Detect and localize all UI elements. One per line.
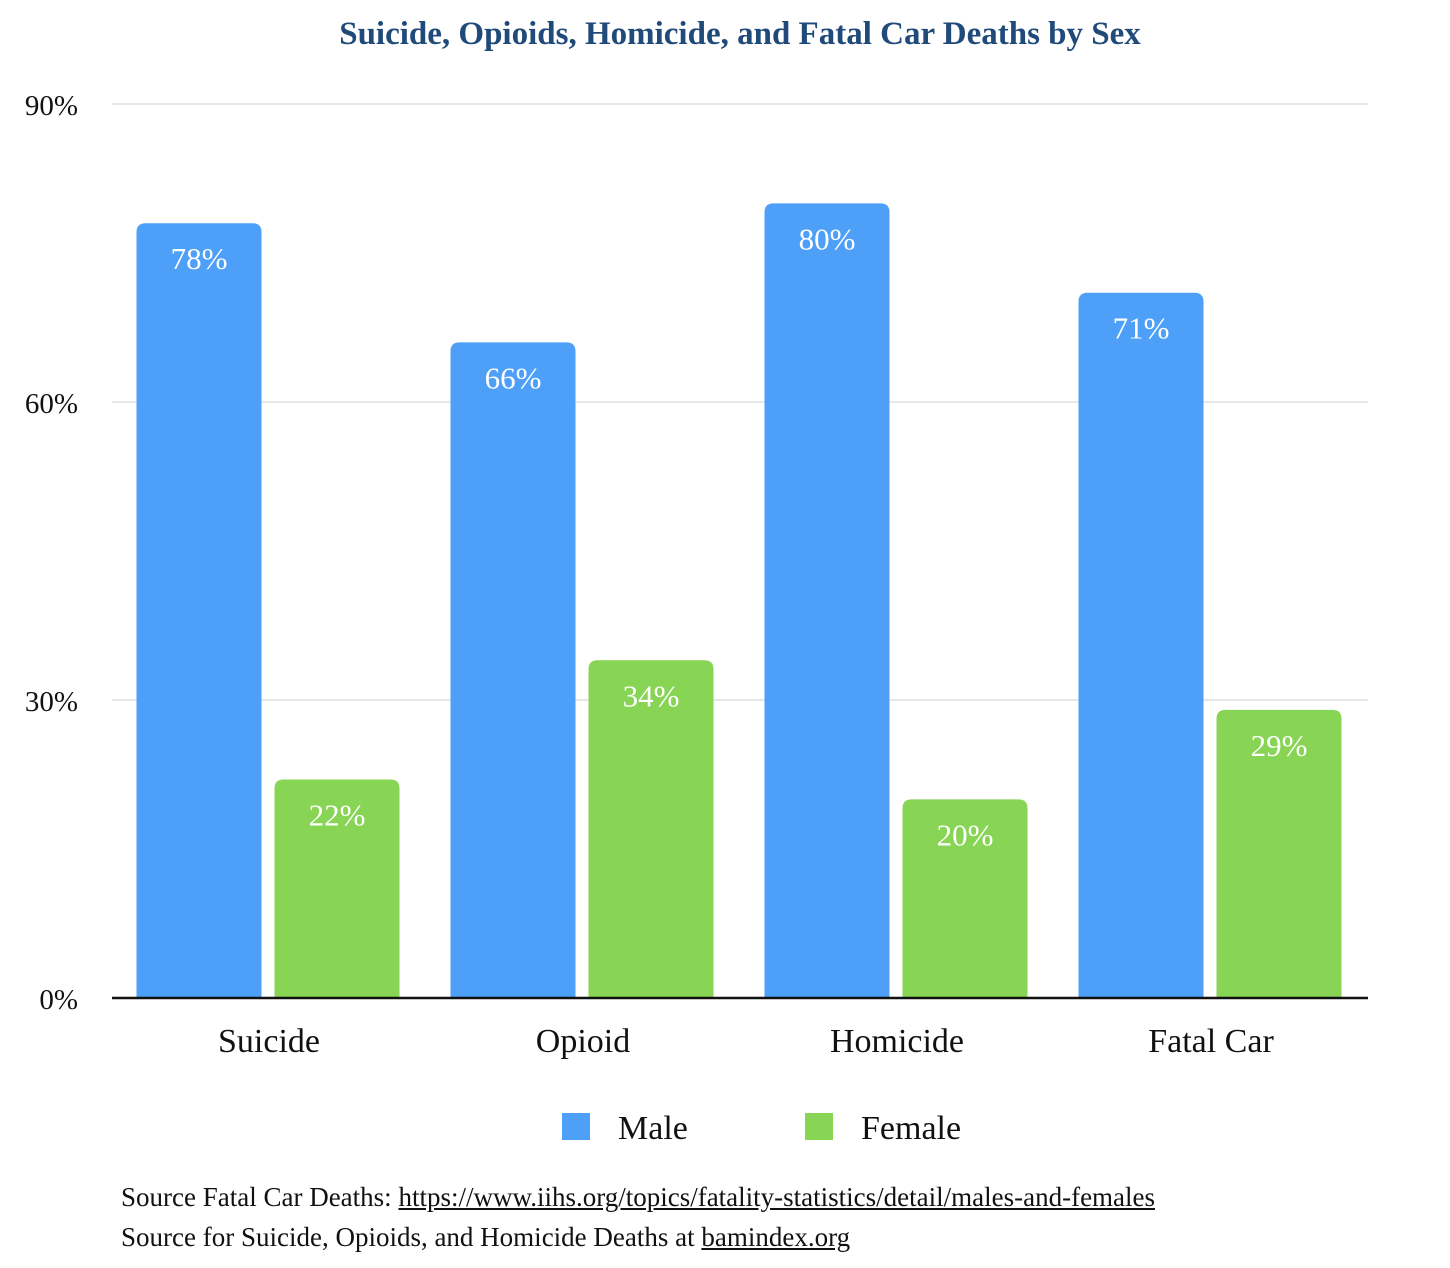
data-label: 34% [623,678,680,713]
bar-male [764,203,890,999]
y-tick-label: 90% [25,90,78,122]
bar-female [274,779,400,998]
x-tick-label: Opioid [536,1023,630,1060]
legend-label-male: Male [618,1110,688,1147]
bar-chart: 0% 30% 60% 90% 78% 22% Suicide 66% 34% Opioid 80% 2… [25,90,1368,1147]
bar-male [450,342,576,998]
data-label: 80% [799,221,856,256]
chart-title: Suicide, Opioids, Homicide, and Fatal Ca… [339,16,1141,52]
bar-male [136,223,262,998]
x-tick-label: Fatal Car [1148,1023,1274,1060]
x-tick-label: Homicide [830,1023,964,1060]
data-label: 29% [1251,728,1308,763]
legend-swatch-male [562,1113,590,1140]
data-label: 20% [937,817,994,852]
legend-label-female: Female [861,1110,961,1147]
legend-swatch-female [805,1113,833,1140]
bar-female [1216,709,1342,998]
bar-female [588,660,714,998]
source-2-text: Source for Suicide, Opioids, and Homicid… [121,1222,702,1252]
data-label: 66% [485,360,542,395]
bar-female [902,799,1028,998]
bar-male [1078,292,1204,998]
x-tick-label: Suicide [218,1023,320,1060]
source-2-link[interactable]: bamindex.org [701,1222,851,1252]
y-tick-label: 0% [39,984,78,1016]
source-1-text: Source Fatal Car Deaths: [121,1182,399,1212]
source-1-link[interactable]: https://www.iihs.org/topics/fatality-sta… [398,1182,1156,1212]
data-label: 78% [171,241,228,276]
source-line-2: Source for Suicide, Opioids, and Homicid… [121,1222,850,1253]
y-tick-label: 30% [25,686,78,718]
y-tick-label: 60% [25,388,78,420]
data-label: 22% [309,797,366,832]
source-line-1: Source Fatal Car Deaths: https://www.iih… [121,1182,1155,1213]
data-label: 71% [1113,311,1170,346]
